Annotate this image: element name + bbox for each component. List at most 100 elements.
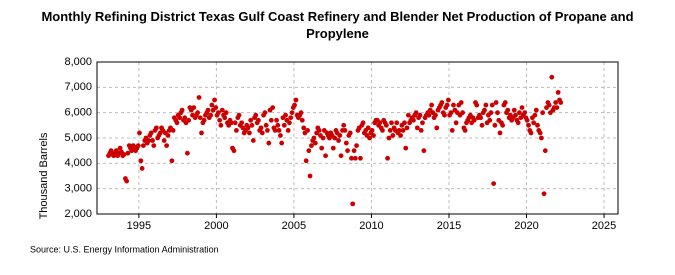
data-point: [177, 115, 183, 121]
data-point: [502, 100, 508, 105]
data-point: [303, 158, 309, 164]
data-point: [337, 133, 343, 138]
data-point: [429, 102, 435, 108]
data-point: [386, 135, 392, 141]
data-point: [320, 135, 326, 141]
data-point: [448, 110, 454, 116]
data-point: [515, 120, 521, 126]
data-point: [385, 155, 390, 161]
data-point: [232, 120, 238, 126]
data-point: [247, 130, 252, 136]
data-point: [236, 112, 242, 118]
data-point: [258, 125, 264, 131]
data-point: [533, 107, 539, 113]
data-point: [196, 95, 202, 100]
data-point: [146, 138, 152, 143]
data-point: [219, 107, 225, 113]
data-point: [542, 148, 548, 154]
data-point: [170, 127, 176, 133]
data-point: [358, 155, 363, 161]
data-point: [516, 110, 522, 116]
y-tick-label: 5,000: [64, 132, 92, 144]
data-point: [453, 120, 459, 126]
data-point: [493, 100, 499, 105]
data-point: [524, 117, 530, 123]
data-point: [369, 127, 375, 133]
data-point: [307, 173, 313, 179]
data-point: [186, 117, 192, 123]
data-point: [228, 120, 234, 126]
x-tick-label: 2015: [437, 220, 461, 232]
data-point: [274, 117, 279, 123]
data-point: [444, 102, 450, 108]
data-point: [222, 115, 228, 121]
data-point: [150, 138, 155, 143]
data-point: [259, 130, 265, 136]
data-point: [289, 110, 295, 116]
x-tick-label: 2020: [514, 220, 538, 232]
data-point: [458, 100, 464, 105]
data-point: [316, 127, 322, 133]
data-point: [495, 110, 500, 116]
data-point: [505, 107, 511, 113]
data-point: [239, 120, 245, 126]
data-point: [305, 127, 310, 133]
data-point: [135, 143, 141, 149]
data-point: [268, 117, 274, 123]
data-point: [293, 97, 299, 103]
x-tick-label: 2000: [204, 220, 228, 232]
data-point: [281, 122, 287, 128]
data-point: [360, 120, 366, 126]
data-point: [479, 122, 485, 128]
data-point: [174, 120, 180, 126]
data-point: [216, 110, 221, 116]
data-point: [439, 100, 445, 105]
data-point: [483, 102, 489, 108]
data-point: [532, 112, 538, 118]
data-point: [549, 74, 555, 80]
data-point: [546, 102, 552, 108]
data-point: [265, 127, 270, 133]
data-point: [245, 125, 251, 131]
x-tick-label: 2025: [592, 220, 616, 232]
data-point: [336, 138, 341, 143]
data-point: [306, 148, 312, 154]
data-point: [462, 127, 468, 133]
data-point: [421, 148, 427, 154]
data-point: [398, 133, 404, 138]
data-point: [299, 117, 305, 123]
data-point: [338, 153, 344, 159]
data-point: [482, 107, 487, 113]
data-point: [275, 122, 281, 128]
data-point: [191, 105, 197, 110]
data-point: [182, 115, 188, 121]
data-point: [195, 110, 201, 116]
data-point: [137, 130, 142, 136]
data-point: [531, 120, 537, 126]
data-point: [511, 107, 517, 113]
data-point: [526, 122, 531, 128]
data-point: [279, 140, 285, 146]
plot-frame: [96, 61, 619, 215]
source-note: Source: U.S. Energy Information Administ…: [30, 244, 219, 254]
data-point: [413, 110, 419, 116]
data-point: [434, 125, 440, 131]
data-point: [223, 110, 229, 116]
data-point: [487, 117, 493, 123]
data-point: [354, 143, 359, 149]
data-point: [285, 127, 291, 133]
data-point: [138, 158, 144, 164]
data-point: [426, 112, 432, 118]
data-point: [540, 110, 546, 116]
data-point: [125, 150, 131, 156]
data-point: [522, 110, 528, 116]
data-point: [405, 112, 411, 118]
data-point: [323, 153, 328, 159]
data-point: [553, 100, 559, 105]
data-point: [492, 122, 498, 128]
data-point: [292, 102, 297, 108]
data-point: [250, 138, 256, 143]
data-point: [169, 158, 175, 164]
data-point: [276, 127, 282, 133]
